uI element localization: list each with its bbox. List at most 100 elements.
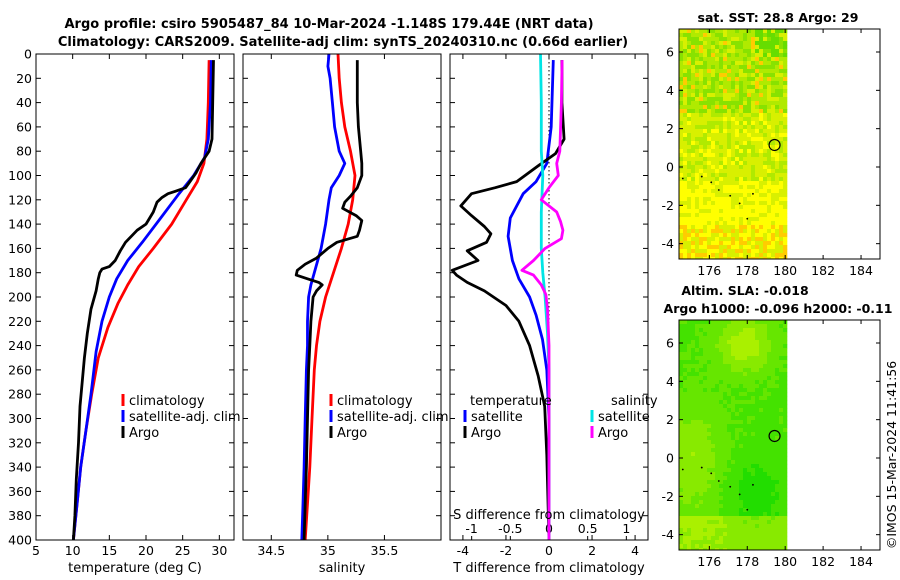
map-cell	[691, 440, 696, 445]
map-cell	[719, 476, 724, 481]
map-cell	[735, 117, 740, 122]
map-cell	[743, 145, 748, 150]
map-cell	[695, 97, 700, 102]
map-cell	[783, 476, 788, 481]
map-cell	[739, 504, 744, 509]
map-cell	[751, 41, 756, 46]
map-cell	[679, 516, 684, 521]
map-cell	[719, 45, 724, 50]
map-cell	[683, 37, 688, 42]
map-cell	[751, 480, 756, 485]
y-tick-label: 140	[8, 217, 32, 232]
map-cell	[747, 173, 752, 178]
map-cell	[779, 245, 784, 250]
map-cell	[743, 452, 748, 457]
map-cell	[763, 416, 768, 421]
map-cell	[695, 85, 700, 90]
map-cell	[695, 209, 700, 214]
map-cell	[727, 440, 732, 445]
map-cell	[739, 197, 744, 202]
map-cell	[699, 476, 704, 481]
map-cell	[779, 89, 784, 94]
map-cell	[687, 328, 692, 333]
map-cell	[771, 161, 776, 166]
map-cell	[751, 157, 756, 162]
map-cell	[763, 221, 768, 226]
map-cell	[775, 508, 780, 513]
map-cell	[715, 440, 720, 445]
map-cell	[775, 245, 780, 250]
map-cell	[723, 504, 728, 509]
map-cell	[743, 133, 748, 138]
map-cell	[763, 536, 768, 541]
map-cell	[775, 476, 780, 481]
map-cell	[719, 508, 724, 513]
map-cell	[747, 356, 752, 361]
map-x-tick-label: 178	[735, 554, 759, 569]
map-cell	[687, 540, 692, 545]
map-cell	[751, 472, 756, 477]
map-cell	[719, 65, 724, 70]
map-cell	[747, 49, 752, 54]
map-cell	[783, 193, 788, 198]
map-cell	[783, 464, 788, 469]
map-cell	[735, 480, 740, 485]
map-cell	[683, 440, 688, 445]
map-cell	[775, 540, 780, 545]
map-cell	[699, 324, 704, 329]
map-cell	[763, 169, 768, 174]
map-cell	[695, 225, 700, 230]
map-cell	[715, 432, 720, 437]
y-tick-label: 240	[8, 338, 32, 353]
map-cell	[723, 237, 728, 242]
map-cell	[735, 89, 740, 94]
map-cell	[783, 440, 788, 445]
map-cell	[739, 245, 744, 250]
map-cell	[679, 197, 684, 202]
map-cell	[783, 69, 788, 74]
map-cell	[691, 512, 696, 517]
map-x-tick-label: 176	[697, 263, 721, 278]
map-cell	[751, 452, 756, 457]
map-cell	[723, 412, 728, 417]
map-cell	[687, 516, 692, 521]
map-cell	[747, 444, 752, 449]
map-cell	[707, 97, 712, 102]
map-cell	[703, 221, 708, 226]
map-cell	[731, 324, 736, 329]
map-cell	[731, 173, 736, 178]
map-cell	[739, 97, 744, 102]
map-cell	[775, 472, 780, 477]
map-cell	[723, 540, 728, 545]
y-tick-label: 300	[8, 411, 32, 426]
map-cell	[739, 237, 744, 242]
map-cell	[767, 249, 772, 254]
map-cell	[687, 189, 692, 194]
map-cell	[747, 233, 752, 238]
map-cell	[727, 488, 732, 493]
map-cell	[711, 237, 716, 242]
map-cell	[723, 548, 728, 550]
map-cell	[727, 468, 732, 473]
map-cell	[755, 404, 760, 409]
map-cell	[783, 384, 788, 389]
map-cell	[695, 400, 700, 405]
map-cell	[723, 356, 728, 361]
map-cell	[755, 121, 760, 126]
map-cell	[755, 396, 760, 401]
map-cell	[723, 165, 728, 170]
map-cell	[771, 117, 776, 122]
map-cell	[743, 360, 748, 365]
map-cell	[747, 193, 752, 198]
map-cell	[699, 69, 704, 74]
map-cell	[727, 328, 732, 333]
map-cell	[739, 388, 744, 393]
map-cell	[763, 69, 768, 74]
map-cell	[715, 97, 720, 102]
map-cell	[711, 241, 716, 246]
coastline-dot	[710, 472, 713, 475]
map-cell	[703, 37, 708, 42]
map-cell	[687, 217, 692, 222]
map-cell	[723, 320, 728, 325]
map-cell	[739, 257, 744, 259]
